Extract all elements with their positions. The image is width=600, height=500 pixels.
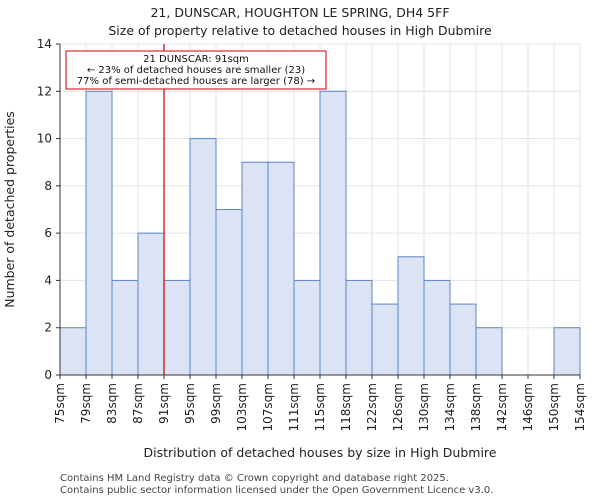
x-ticks: 75sqm 79sqm 83sqm 87sqm 91sqm 95sqm 99sqm 103sq… [53, 375, 587, 431]
annotation-larger: 77% of semi-detached houses are larger (… [77, 76, 315, 87]
x-tick-label: 91sqm [157, 383, 171, 424]
y-tick-label: 6 [44, 226, 52, 240]
histogram-bar [553, 327, 581, 376]
x-tick-label: 130sqm [417, 383, 431, 431]
y-tick-label: 10 [37, 132, 52, 146]
annotation-border [65, 50, 327, 90]
histogram-bar [345, 279, 373, 376]
histogram-bar [475, 327, 503, 376]
x-tick-label: 79sqm [79, 383, 93, 424]
x-tick-label: 95sqm [183, 383, 197, 424]
histogram-bar [397, 256, 425, 376]
histogram-bar [319, 90, 347, 376]
x-tick-label: 83sqm [105, 383, 119, 424]
annotation-title: 21 DUNSCAR: 91sqm [143, 54, 249, 65]
chart-subtitle: Size of property relative to detached ho… [108, 23, 492, 38]
y-axis-label: Number of detached properties [2, 111, 17, 308]
footer-copyright: Contains HM Land Registry data © Crown c… [60, 473, 449, 484]
y-tick-label: 8 [44, 179, 52, 193]
histogram-bar [85, 90, 113, 376]
x-tick-label: 75sqm [53, 383, 67, 424]
histogram-bar [371, 303, 399, 376]
y-tick-label: 4 [44, 273, 52, 287]
footer-licence: Contains public sector information licen… [60, 485, 494, 496]
histogram-bar [111, 279, 139, 376]
y-ticks: 0 2 4 6 8 10 12 14 [37, 37, 60, 382]
x-tick-label: 150sqm [547, 383, 561, 431]
y-tick-label: 2 [44, 321, 52, 335]
x-tick-label: 146sqm [521, 383, 535, 431]
bars [59, 90, 581, 376]
x-tick-label: 99sqm [209, 383, 223, 424]
x-tick-label: 122sqm [365, 383, 379, 431]
y-tick-label: 12 [37, 84, 52, 98]
histogram-bar [215, 209, 243, 376]
x-tick-label: 111sqm [287, 383, 301, 431]
y-tick-label: 0 [44, 368, 52, 382]
x-tick-label: 126sqm [391, 383, 405, 431]
annotation-box: 21 DUNSCAR: 91sqm ← 23% of detached hous… [65, 50, 327, 90]
x-tick-label: 118sqm [339, 383, 353, 431]
histogram-bar [163, 279, 191, 376]
histogram-bar [293, 279, 321, 376]
histogram-bar [449, 303, 477, 376]
histogram-bar [189, 138, 217, 376]
x-tick-label: 107sqm [261, 383, 275, 431]
chart-title: 21, DUNSCAR, HOUGHTON LE SPRING, DH4 5FF [150, 5, 450, 20]
x-tick-label: 138sqm [469, 383, 483, 431]
x-tick-label: 134sqm [443, 383, 457, 431]
x-tick-label: 154sqm [573, 383, 587, 431]
histogram-bar [423, 279, 451, 376]
x-tick-label: 87sqm [131, 383, 145, 424]
x-tick-label: 115sqm [313, 383, 327, 431]
x-tick-label: 142sqm [495, 383, 509, 431]
annotation-smaller: ← 23% of detached houses are smaller (23… [87, 65, 305, 76]
histogram-bar [241, 161, 269, 376]
x-axis-label: Distribution of detached houses by size … [144, 445, 497, 460]
x-tick-label: 103sqm [235, 383, 249, 431]
histogram-bar [59, 327, 87, 376]
histogram-bar [137, 232, 165, 376]
y-tick-label: 14 [37, 37, 52, 51]
histogram-bar [267, 161, 295, 376]
